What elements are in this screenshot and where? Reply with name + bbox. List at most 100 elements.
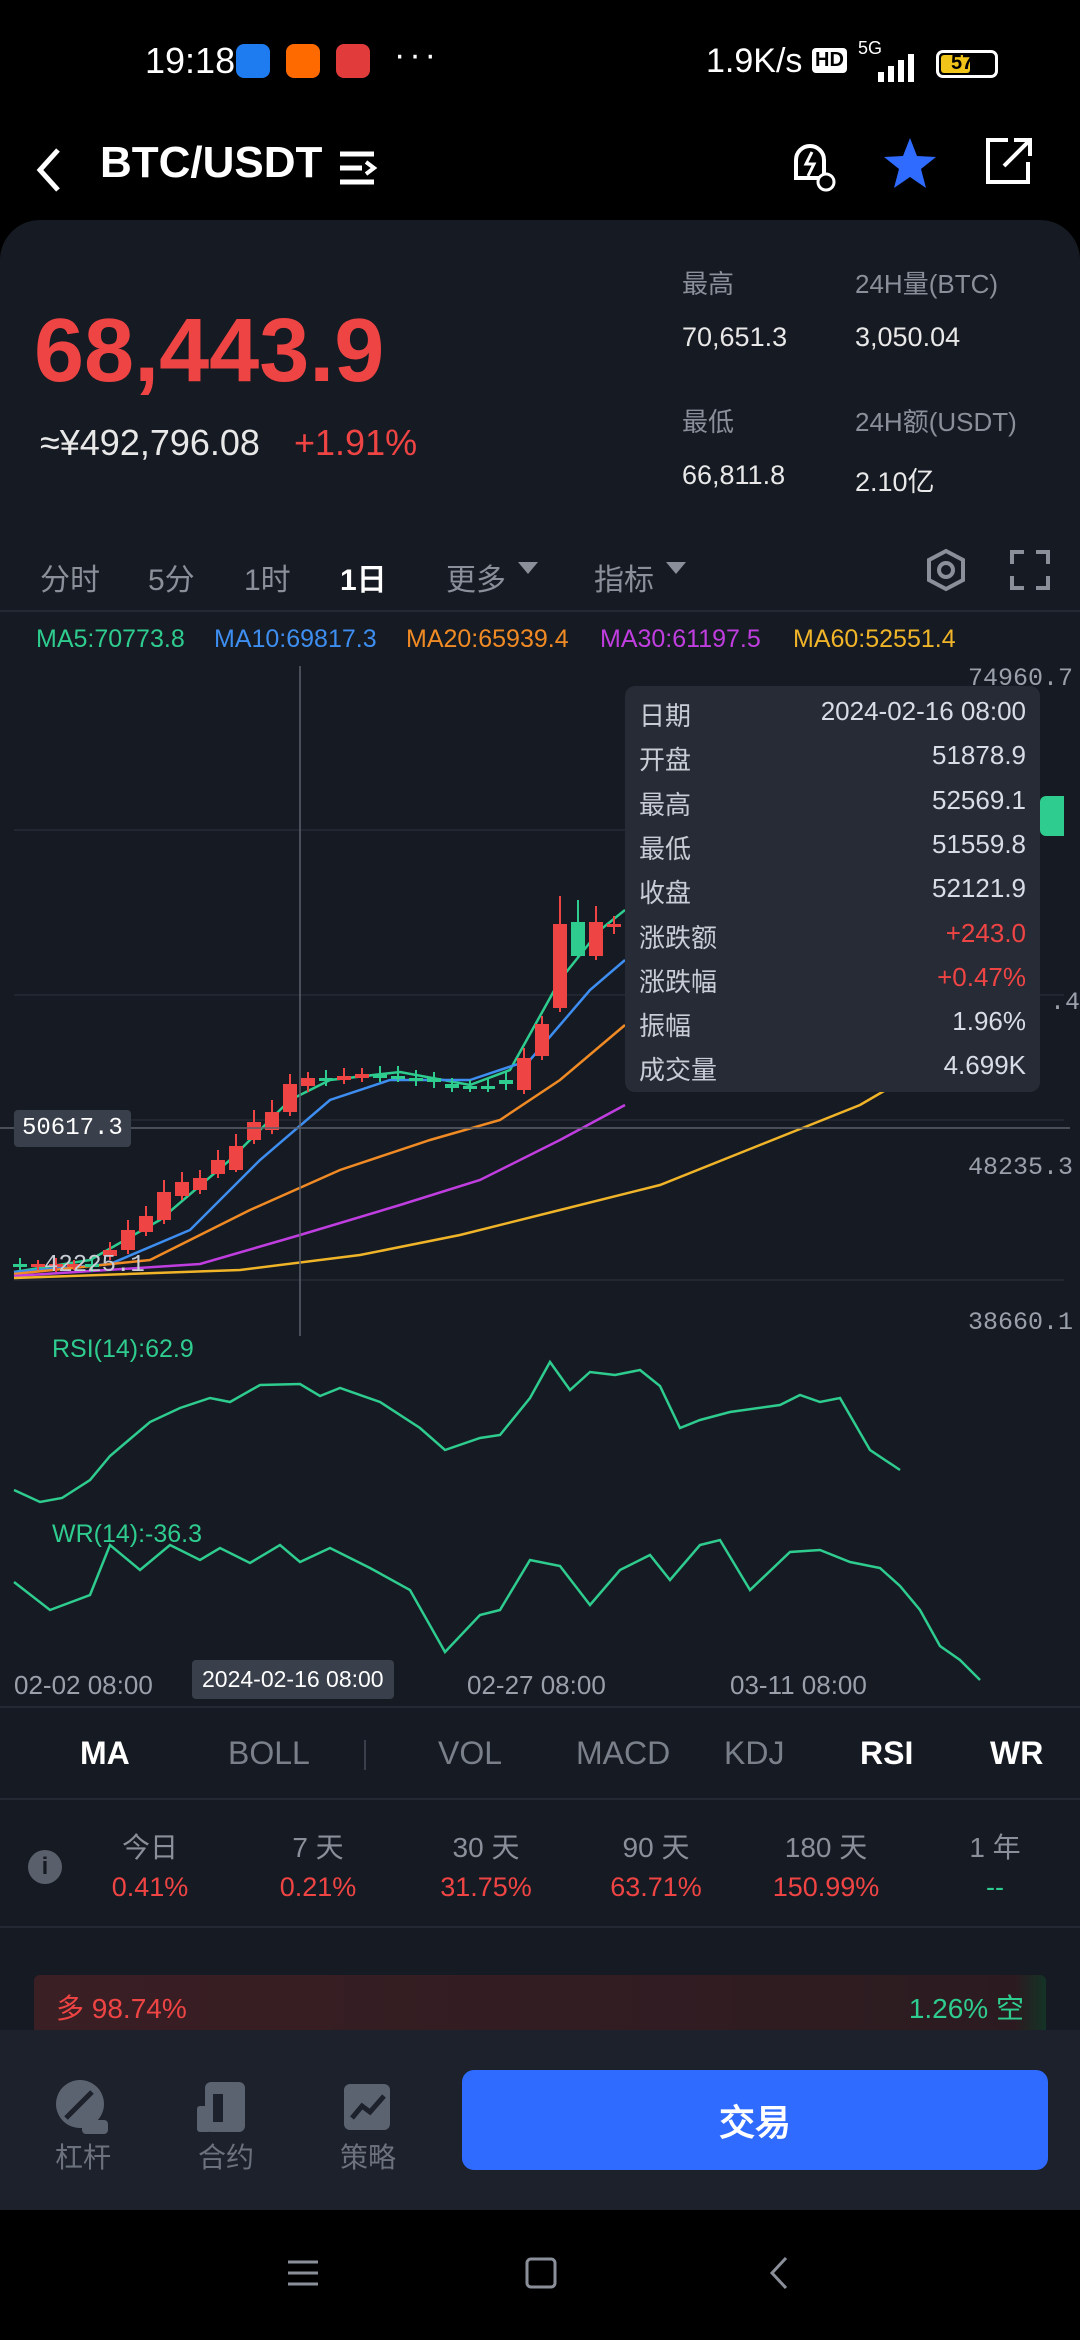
status-time: 19:18: [145, 40, 236, 81]
amount-label: 24H额(USDT): [855, 407, 1017, 437]
tooltip-row: 振幅 1.96%: [639, 1006, 1026, 1050]
battery-level: 57: [951, 52, 974, 74]
performance-row: 今日 0.41% 7 天 0.21% 30 天 31.75% 90 天 63.7…: [85, 1826, 1065, 1906]
top-bar: BTC/USDT: [0, 120, 1080, 220]
market-card: 68,443.9 ≈¥492,796.08 +1.91% 最高 70,651.3…: [0, 220, 1080, 2040]
contract-icon[interactable]: [195, 2078, 255, 2138]
tooltip-value: 4.699K: [943, 1050, 1026, 1081]
perf-period: 1 年: [969, 1832, 1021, 1863]
tab-more[interactable]: 更多: [446, 564, 506, 597]
pair-list-icon[interactable]: [338, 148, 378, 188]
tab-5min[interactable]: 5分: [148, 564, 195, 597]
rsi-label: RSI(14):62.9: [52, 1335, 194, 1363]
divider: [0, 1706, 1080, 1708]
indicator-tab-wr[interactable]: WR: [990, 1735, 1044, 1771]
chart-settings-icon[interactable]: [924, 548, 968, 592]
tooltip-key: 日期: [639, 701, 692, 731]
low-value: 66,811.8: [682, 460, 786, 490]
menu-nav-icon[interactable]: [286, 2256, 320, 2290]
strategy-icon[interactable]: [338, 2078, 398, 2138]
candle-body: [139, 1216, 153, 1232]
tab-1day[interactable]: 1日: [340, 564, 387, 597]
tab-timeline[interactable]: 分时: [40, 564, 100, 597]
candle-body: [211, 1160, 225, 1174]
perf-value: 0.21%: [279, 1872, 357, 1902]
tooltip-row: 开盘 51878.9: [639, 740, 1026, 784]
candle-body: [157, 1192, 171, 1220]
back-nav-icon[interactable]: [762, 2254, 796, 2292]
perf-period: 90 天: [622, 1832, 690, 1863]
y-axis-label-bottom: 38660.1: [968, 1308, 1074, 1337]
tab-indicators[interactable]: 指标: [594, 564, 654, 597]
volume-value: 3,050.04: [855, 322, 961, 352]
perf-value: 0.41%: [111, 1872, 189, 1902]
tooltip-row: 涨跌额 +243.0: [639, 918, 1026, 962]
divider: [0, 1926, 1080, 1928]
info-icon[interactable]: i: [28, 1850, 62, 1884]
indicator-tab-kdj[interactable]: KDJ: [724, 1735, 785, 1771]
x-axis-label-1: 02-02 08:00: [14, 1670, 153, 1700]
tooltip-key: 成交量: [639, 1055, 718, 1086]
indicators-chevron-icon: [666, 562, 686, 574]
perf-period: 今日: [121, 1832, 178, 1863]
x-axis-label-3: 03-11 08:00: [730, 1670, 867, 1700]
favorite-star-icon[interactable]: [880, 134, 940, 194]
tooltip-key: 收盘: [639, 878, 692, 909]
divider: [0, 1798, 1080, 1800]
share-icon[interactable]: [982, 134, 1036, 190]
tab-1hour[interactable]: 1时: [244, 564, 291, 597]
indicator-tab-ma[interactable]: MA: [80, 1735, 130, 1771]
volume-label: 24H量(BTC): [855, 269, 999, 299]
perf-period: 30 天: [452, 1832, 520, 1863]
home-nav-icon[interactable]: [524, 2256, 558, 2290]
candle-body: [229, 1146, 243, 1170]
battery-icon: 57: [936, 50, 998, 78]
candle-body: [193, 1178, 207, 1190]
y-axis-label-partial: .4: [1050, 988, 1080, 1017]
strategy-label[interactable]: 策略: [339, 2142, 396, 2173]
trade-button[interactable]: 交易: [462, 2070, 1048, 2170]
network-rate: 1.9K/s: [706, 42, 803, 80]
candle-body: [373, 1074, 387, 1078]
candle-body: [355, 1074, 369, 1078]
tooltip-row: 收盘 52121.9: [639, 873, 1026, 917]
tooltip-value: +243.0: [945, 917, 1026, 948]
signal-icon: [878, 54, 914, 82]
candle-body: [589, 922, 603, 956]
leverage-label[interactable]: 杠杆: [54, 2142, 111, 2173]
long-ratio: 多 98.74%: [56, 1993, 187, 2024]
tooltip-key: 涨跌幅: [639, 966, 718, 997]
candle-body: [103, 1250, 117, 1256]
tooltip-value: 52569.1: [932, 784, 1026, 815]
price-alert-icon[interactable]: [782, 134, 838, 198]
pair-title[interactable]: BTC/USDT: [100, 138, 323, 187]
app-1-icon: [236, 44, 270, 78]
tooltip-value: 51878.9: [932, 740, 1026, 771]
fullscreen-icon[interactable]: [1008, 548, 1052, 592]
candle-body: [67, 1264, 81, 1267]
indicator-tab-vol[interactable]: VOL: [438, 1735, 503, 1771]
ma20-legend: MA20:65939.4: [406, 625, 569, 653]
leverage-icon[interactable]: [52, 2078, 112, 2138]
candle-body: [301, 1078, 315, 1086]
ma5-legend: MA5:70773.8: [36, 625, 185, 653]
short-ratio: 1.26% 空: [908, 1993, 1024, 2024]
ma-line: [13, 1103, 626, 1278]
price-change: +1.91%: [294, 422, 418, 463]
indicator-tab-macd[interactable]: MACD: [576, 1735, 671, 1771]
tooltip-value: 2024-02-16 08:00: [820, 696, 1026, 726]
tooltip-value: 51559.8: [932, 828, 1026, 859]
cny-price: ≈¥492,796.08: [40, 422, 260, 463]
contract-label[interactable]: 合约: [197, 2142, 254, 2173]
indicator-tab-boll[interactable]: BOLL: [228, 1735, 310, 1771]
candlestick-chart[interactable]: [0, 660, 1080, 1710]
back-icon[interactable]: [30, 140, 70, 200]
amount-value: 2.10亿: [855, 467, 935, 497]
candle-body: [535, 1024, 549, 1056]
candle-body: [499, 1080, 513, 1084]
ma-line: [13, 1068, 921, 1280]
tooltip-row: 最高 52569.1: [639, 785, 1026, 829]
tooltip-key: 最低: [639, 833, 692, 864]
indicator-tab-rsi[interactable]: RSI: [860, 1735, 914, 1771]
tooltip-value: 52121.9: [932, 873, 1026, 904]
